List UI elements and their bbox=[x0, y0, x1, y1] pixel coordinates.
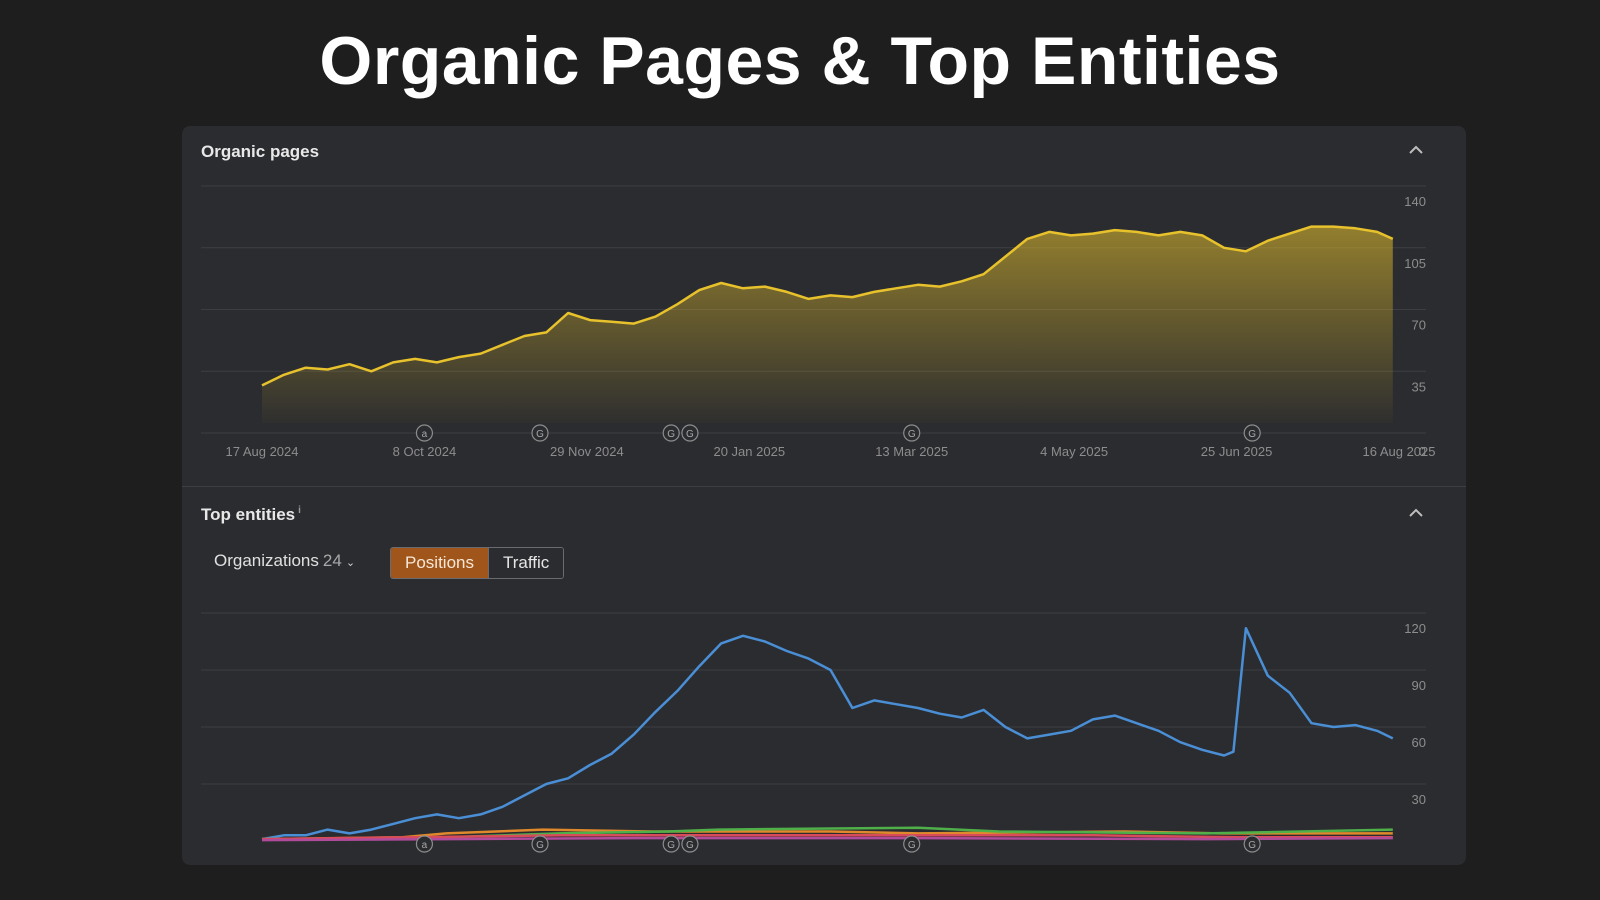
entity-type-dropdown[interactable]: Organizations 24 ⌄ bbox=[214, 551, 355, 571]
annotation-label: G bbox=[1248, 840, 1256, 851]
y-tick-label: 120 bbox=[1404, 621, 1426, 636]
annotation-label: G bbox=[536, 429, 544, 440]
annotation-label: a bbox=[422, 840, 428, 851]
annotation-marker: G bbox=[531, 424, 549, 442]
info-icon[interactable]: i bbox=[298, 505, 301, 516]
charts-panel: Organic pages 0 35 70 105 140 17 Aug 2024 8 Oc… bbox=[182, 126, 1466, 865]
toggle-positions[interactable]: Positions bbox=[391, 548, 488, 578]
pages-line bbox=[261, 225, 1394, 387]
y-tick-label: 30 bbox=[1412, 792, 1426, 807]
annotation-label: G bbox=[1248, 429, 1256, 440]
x-tick-label: 25 Jun 2025 bbox=[1201, 444, 1273, 459]
annotation-circle bbox=[662, 424, 680, 442]
x-tick-label: 8 Oct 2024 bbox=[393, 444, 457, 459]
annotation-label: a bbox=[422, 429, 428, 440]
annotation-label: G bbox=[667, 429, 675, 440]
y-tick-label: 0 bbox=[1419, 444, 1426, 459]
annotation-marker: G bbox=[903, 424, 921, 442]
x-tick-label: 20 Jan 2025 bbox=[713, 444, 785, 459]
y-tick-label: 140 bbox=[1404, 194, 1426, 209]
chevron-up-icon bbox=[1409, 508, 1423, 517]
chevron-down-icon: ⌄ bbox=[345, 557, 356, 569]
organic-pages-title: Organic pages bbox=[201, 142, 320, 161]
annotation-circle bbox=[1243, 835, 1261, 853]
annotation-circle bbox=[662, 835, 680, 853]
y-tick-label: 70 bbox=[1412, 318, 1426, 333]
x-tick-label: 13 Mar 2025 bbox=[875, 444, 948, 459]
annotation-marker: G bbox=[662, 424, 680, 442]
entity-series-line bbox=[261, 834, 1393, 841]
annotation-marker: G bbox=[1243, 424, 1261, 442]
annotation-circle bbox=[415, 835, 434, 853]
annotation-label: G bbox=[686, 429, 694, 440]
annotation-marker: G bbox=[662, 835, 680, 853]
annotation-circle bbox=[531, 835, 549, 853]
annotation-label: G bbox=[667, 840, 675, 851]
entities-collapse-button[interactable] bbox=[1406, 503, 1426, 523]
annotation-circle bbox=[903, 424, 921, 442]
annotation-circle bbox=[415, 424, 434, 442]
metric-toggle: Positions Traffic bbox=[390, 547, 565, 579]
toggle-traffic[interactable]: Traffic bbox=[487, 548, 564, 578]
page-title: Organic Pages & Top Entities bbox=[319, 23, 1281, 99]
x-tick-label: 29 Nov 2024 bbox=[550, 444, 624, 459]
y-tick-label: 60 bbox=[1412, 735, 1426, 750]
annotation-marker: a bbox=[415, 835, 434, 853]
entity-series-line bbox=[261, 836, 1393, 842]
pages-area bbox=[262, 226, 1393, 423]
x-tick-label: 4 May 2025 bbox=[1040, 444, 1108, 459]
annotation-circle bbox=[1243, 424, 1261, 442]
annotation-marker: G bbox=[681, 835, 699, 853]
annotation-marker: G bbox=[531, 835, 549, 853]
x-tick-label: 16 Aug 2025 bbox=[1362, 444, 1435, 459]
organic-collapse-button[interactable] bbox=[1406, 140, 1426, 160]
annotation-marker: G bbox=[1243, 835, 1261, 853]
annotation-marker: a bbox=[415, 424, 434, 442]
annotation-marker: G bbox=[903, 835, 921, 853]
section-divider bbox=[182, 486, 1466, 487]
annotation-label: G bbox=[686, 840, 694, 851]
y-tick-label: 35 bbox=[1412, 379, 1426, 394]
annotation-marker: G bbox=[681, 424, 699, 442]
annotation-circle bbox=[531, 424, 549, 442]
dropdown-label: Organizations bbox=[214, 551, 319, 570]
annotation-circle bbox=[681, 835, 699, 853]
entity-series-line bbox=[261, 626, 1394, 841]
annotation-label: G bbox=[908, 429, 916, 440]
top-entities-title: Top entities i bbox=[201, 505, 301, 524]
organic-pages-chart: 0 35 70 105 140 17 Aug 2024 8 Oct 2024 29 Nov 2… bbox=[201, 185, 1436, 459]
dropdown-count: 24 bbox=[322, 551, 342, 570]
annotation-circle bbox=[681, 424, 699, 442]
chevron-up-icon bbox=[1409, 145, 1423, 154]
y-tick-label: 90 bbox=[1412, 678, 1426, 693]
annotation-label: G bbox=[908, 840, 916, 851]
annotation-circle bbox=[903, 835, 921, 853]
x-tick-label: 17 Aug 2024 bbox=[225, 444, 298, 459]
annotation-label: G bbox=[536, 840, 544, 851]
y-tick-label: 105 bbox=[1404, 256, 1426, 271]
